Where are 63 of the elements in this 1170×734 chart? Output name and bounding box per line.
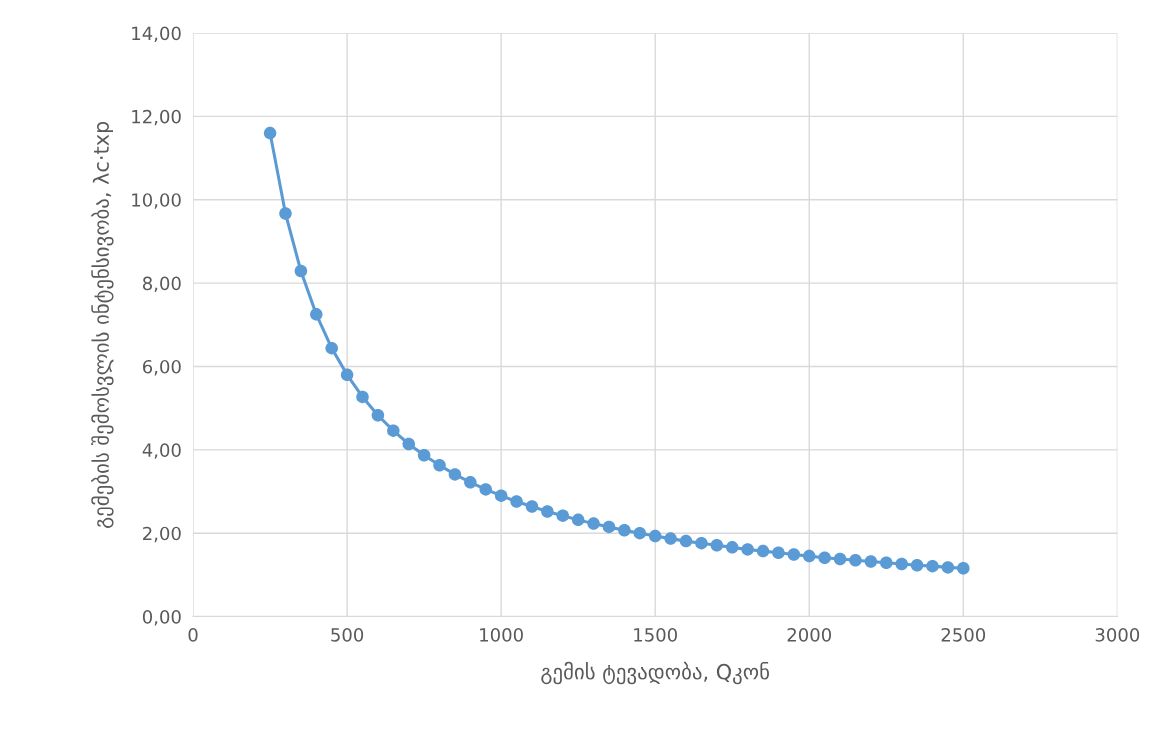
y-tick-label: 12,00 xyxy=(132,109,181,126)
point xyxy=(926,559,939,573)
point xyxy=(957,561,970,575)
point xyxy=(479,483,492,496)
point xyxy=(618,524,631,537)
point xyxy=(880,556,893,570)
point xyxy=(340,368,354,382)
point xyxy=(633,526,647,540)
point xyxy=(541,505,554,518)
point xyxy=(833,552,847,566)
point xyxy=(494,489,508,502)
y-tick-label: 2,00 xyxy=(143,526,181,543)
point xyxy=(587,517,600,530)
y-axis-title: გემების შემოსვლის ინტენსივობა, λc·txp xyxy=(91,121,114,528)
y-tick-label: 0,00 xyxy=(142,610,181,626)
point xyxy=(849,554,862,567)
y-tick-label: 4,00 xyxy=(142,443,181,459)
x-axis-title: გემის ტევადობა, Qკონ xyxy=(541,661,769,685)
point xyxy=(510,495,523,508)
point xyxy=(387,424,400,437)
x-tick-label: 0 xyxy=(188,627,198,642)
point xyxy=(695,536,708,550)
x-tick-label: 2500 xyxy=(941,627,986,642)
point xyxy=(417,449,431,462)
point xyxy=(787,548,801,561)
point xyxy=(710,539,724,552)
point xyxy=(402,437,415,451)
point xyxy=(356,390,369,404)
point xyxy=(602,520,616,534)
point xyxy=(756,544,770,558)
y-tick-label: 8,00 xyxy=(142,276,181,293)
point xyxy=(864,555,878,568)
point xyxy=(679,534,693,548)
point xyxy=(910,559,924,572)
point xyxy=(772,546,785,560)
point xyxy=(803,549,816,563)
point xyxy=(941,561,955,574)
point xyxy=(571,513,585,527)
y-tick-label: 10,00 xyxy=(132,193,181,209)
x-tick-label: 1500 xyxy=(634,627,677,642)
point xyxy=(556,509,570,522)
point xyxy=(648,529,662,543)
point xyxy=(294,264,308,278)
point xyxy=(818,551,831,565)
point xyxy=(725,541,739,554)
point xyxy=(664,532,677,545)
point xyxy=(263,126,277,140)
x-tick-label: 2000 xyxy=(787,627,832,642)
point xyxy=(371,408,385,422)
point xyxy=(279,207,292,220)
point xyxy=(525,500,539,513)
point xyxy=(448,468,462,481)
x-tick-label: 1000 xyxy=(480,627,523,642)
point xyxy=(741,543,754,556)
x-tick-label: 3000 xyxy=(1095,627,1140,642)
point xyxy=(310,308,323,321)
x-tick-label: 500 xyxy=(331,627,364,642)
point xyxy=(895,557,908,571)
y-tick-label: 6,00 xyxy=(143,359,181,376)
y-tick-label: 14,00 xyxy=(132,26,181,42)
point xyxy=(433,459,446,472)
point xyxy=(325,341,338,355)
point xyxy=(464,476,477,489)
